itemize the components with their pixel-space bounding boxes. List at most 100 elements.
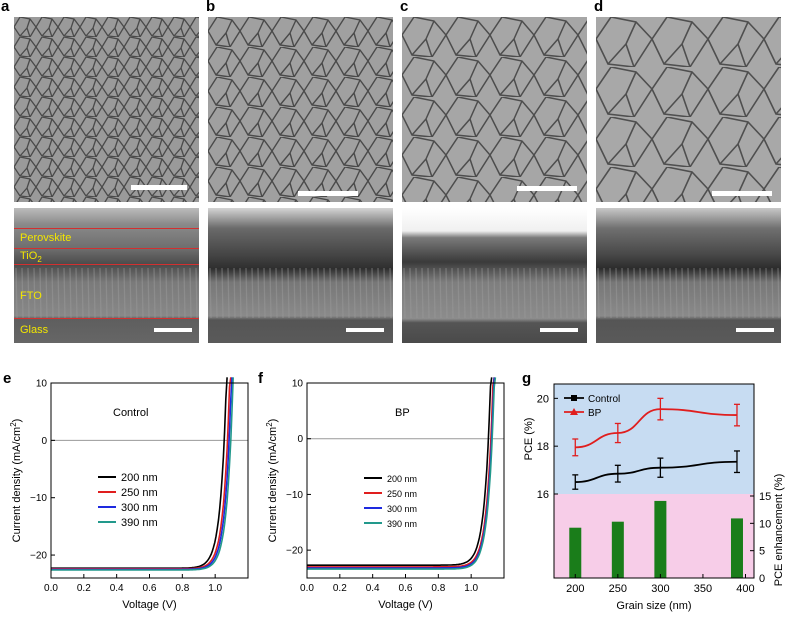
grain-texture-c <box>402 17 587 202</box>
scale-bar <box>298 191 358 196</box>
chart-annotation: BP <box>395 407 410 419</box>
grain-texture-a <box>14 17 199 202</box>
y-tick-label: 16 <box>537 489 549 501</box>
scale-bar <box>517 186 577 191</box>
jv-curve-200-nm <box>307 377 493 566</box>
y2-tick-label: 10 <box>759 518 771 530</box>
x-tick-label: 250 <box>609 583 627 595</box>
sem-top-view-b <box>208 17 393 202</box>
cross-section-texture <box>402 208 587 343</box>
y-tick-label: −10 <box>30 493 47 504</box>
x-tick-label: 0.8 <box>175 583 189 594</box>
legend-marker <box>571 395 577 401</box>
layer-label-tio2: TiO2 <box>20 250 42 265</box>
sem-cross-section-c <box>402 208 587 343</box>
x-tick-label: 0.2 <box>333 583 347 594</box>
sem-cross-section-b <box>208 208 393 343</box>
x-tick-label: 400 <box>736 583 754 595</box>
enhancement-bar <box>730 518 743 578</box>
enhancement-bar <box>654 500 667 578</box>
pce-region-background <box>554 384 754 494</box>
x-tick-label: 0.8 <box>431 583 445 594</box>
x-tick-label: 0.4 <box>110 583 124 594</box>
y-axis-label-left: PCE (%) <box>523 418 535 461</box>
layer-label-fto: FTO <box>20 290 42 302</box>
grain-texture-b <box>208 17 393 202</box>
scale-bar <box>540 328 578 332</box>
panel-label-a: a <box>1 0 10 15</box>
pce-curve-Control <box>575 460 737 483</box>
cross-section-texture <box>596 208 781 343</box>
plot-frame <box>553 383 755 579</box>
layer-label-perovskite: Perovskite <box>20 232 72 244</box>
x-tick-label: 0.2 <box>77 583 91 594</box>
legend-label: 300 nm <box>121 502 158 514</box>
y-tick-label: 0 <box>41 436 47 447</box>
layer-boundary-line <box>14 318 199 319</box>
cross-section-texture <box>14 208 199 343</box>
y-tick-label: −20 <box>30 551 47 562</box>
y-axis-label: Current density (mA/cm2) <box>265 419 279 543</box>
y-tick-label: 0 <box>297 434 303 445</box>
x-tick-label: 1.0 <box>208 583 222 594</box>
pce-curve-BP <box>575 408 737 449</box>
legend-label: 200 nm <box>121 472 158 484</box>
y-tick-label: −20 <box>286 546 303 557</box>
layer-boundary-line <box>14 228 199 229</box>
y-axis-label: Current density (mA/cm2) <box>9 419 23 543</box>
x-axis-label: Voltage (V) <box>378 599 432 611</box>
x-tick-label: 350 <box>694 583 712 595</box>
scale-bar <box>154 328 192 332</box>
x-tick-label: 200 <box>566 583 584 595</box>
legend-label: 300 nm <box>387 504 417 514</box>
x-axis-label: Voltage (V) <box>122 599 176 611</box>
enhancement-bar <box>611 521 624 578</box>
sem-top-view-d <box>596 17 781 202</box>
x-tick-label: 0.6 <box>399 583 413 594</box>
x-tick-label: 1.0 <box>464 583 478 594</box>
x-tick-label: 300 <box>651 583 669 595</box>
scale-bar <box>712 191 772 196</box>
y-tick-label: 10 <box>292 379 304 390</box>
legend-marker <box>570 408 578 415</box>
panel-label-b: b <box>206 0 216 15</box>
legend-label: Control <box>588 394 620 405</box>
sem-cross-section-a: Perovskite TiO2 FTO Glass <box>14 208 199 343</box>
sem-top-view-c <box>402 17 587 202</box>
jv-curve-250-nm <box>307 377 495 568</box>
layer-boundary-line <box>14 264 199 265</box>
y2-tick-label: 0 <box>759 573 765 585</box>
x-tick-label: 0.4 <box>366 583 380 594</box>
x-tick-label: 0.0 <box>300 583 314 594</box>
y-tick-label: 18 <box>537 441 549 453</box>
grain-texture-d <box>596 17 781 202</box>
layer-boundary-line <box>14 248 199 249</box>
scale-bar <box>736 328 774 332</box>
cross-section-texture <box>208 208 393 343</box>
y2-tick-label: 15 <box>759 491 771 503</box>
enhancement-bar <box>569 527 582 578</box>
y-axis-label-right: PCE enhancement (%) <box>773 474 785 587</box>
panel-label-g: g <box>522 370 532 387</box>
panel-label-c: c <box>400 0 409 15</box>
jv-curve-390-nm <box>307 377 497 570</box>
legend-label: BP <box>588 408 602 419</box>
y-tick-label: 20 <box>537 393 549 405</box>
x-tick-label: 0.0 <box>44 583 58 594</box>
panel-label-f: f <box>258 370 263 387</box>
x-axis-label: Grain size (nm) <box>616 600 691 612</box>
y-tick-label: −10 <box>286 490 303 501</box>
jv-chart-control: 0.0 0.2 0.4 0.6 0.8 1.0 10 0 −10 −20 Voltage (V) Cu… <box>9 377 249 611</box>
scale-bar <box>346 328 384 332</box>
panel-label-e: e <box>3 370 12 387</box>
layer-label-glass: Glass <box>20 324 49 336</box>
panel-label-d: d <box>594 0 604 15</box>
legend-label: 250 nm <box>121 487 158 499</box>
legend-label: 390 nm <box>121 517 158 529</box>
y2-tick-label: 5 <box>759 546 765 558</box>
x-tick-label: 0.6 <box>143 583 157 594</box>
sem-top-view-a <box>14 17 199 202</box>
scale-bar <box>131 185 187 190</box>
legend-label: 200 nm <box>387 474 417 484</box>
enhancement-region-background <box>554 494 754 578</box>
